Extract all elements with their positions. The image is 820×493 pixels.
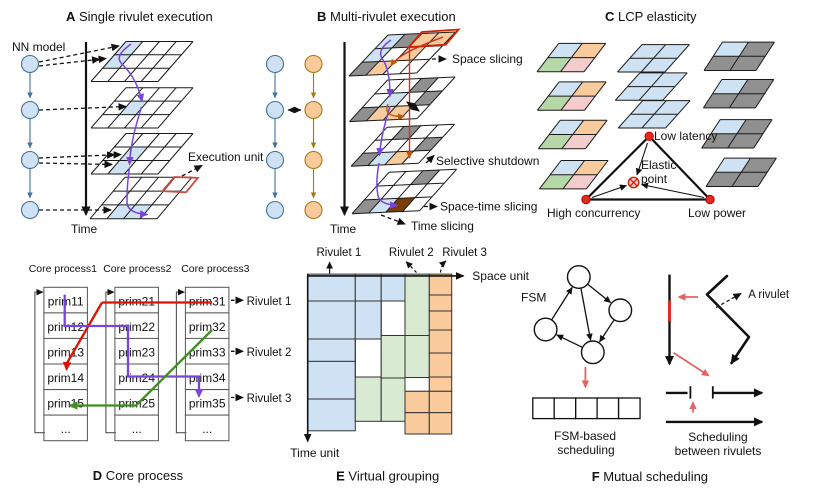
svg-text:Low power: Low power (688, 206, 746, 220)
svg-text:prim15: prim15 (47, 397, 84, 411)
svg-text:prim32: prim32 (189, 320, 226, 334)
svg-text:Time slicing: Time slicing (411, 219, 474, 233)
svg-text:C LCP elasticity: C LCP elasticity (605, 9, 697, 24)
svg-text:Time: Time (330, 222, 357, 236)
svg-text:point: point (641, 172, 668, 186)
svg-text:Core process3: Core process3 (181, 263, 249, 275)
svg-text:...: ... (202, 422, 212, 436)
svg-text:...: ... (61, 422, 71, 436)
svg-text:FSM: FSM (521, 291, 546, 305)
svg-text:NN model: NN model (12, 40, 65, 54)
svg-text:E Virtual grouping: E Virtual grouping (336, 469, 439, 484)
svg-text:Elastic: Elastic (641, 158, 676, 172)
svg-text:B Multi-rivulet execution: B Multi-rivulet execution (317, 9, 456, 24)
svg-text:FSM-based: FSM-based (554, 429, 616, 443)
svg-text:prim24: prim24 (118, 371, 155, 385)
svg-text:Time: Time (71, 222, 98, 236)
svg-text:prim34: prim34 (189, 371, 226, 385)
svg-text:prim33: prim33 (189, 345, 226, 359)
svg-text:Rivulet 2: Rivulet 2 (247, 347, 292, 359)
svg-text:Selective shutdown: Selective shutdown (436, 154, 539, 168)
svg-text:Rivulet 2: Rivulet 2 (389, 247, 434, 259)
svg-text:High concurrency: High concurrency (547, 206, 640, 220)
svg-text:scheduling: scheduling (557, 443, 614, 457)
svg-text:Space unit: Space unit (472, 269, 529, 283)
svg-text:between rivulets: between rivulets (675, 444, 762, 458)
svg-text:A rivulet: A rivulet (748, 289, 790, 301)
svg-text:prim23: prim23 (118, 345, 155, 359)
svg-text:prim21: prim21 (118, 294, 155, 308)
svg-text:F Mutual scheduling: F Mutual scheduling (592, 469, 708, 484)
svg-text:Space slicing: Space slicing (452, 52, 523, 66)
svg-text:...: ... (132, 422, 142, 436)
svg-text:D Core process: D Core process (93, 468, 184, 483)
svg-text:Core process1: Core process1 (29, 263, 97, 275)
svg-text:Rivulet 1: Rivulet 1 (247, 296, 292, 308)
svg-text:prim14: prim14 (47, 371, 84, 385)
svg-text:A Single rivulet execution: A Single rivulet execution (66, 9, 213, 24)
svg-text:Core process2: Core process2 (103, 263, 171, 275)
svg-text:Rivulet 3: Rivulet 3 (247, 393, 292, 405)
svg-text:prim13: prim13 (47, 345, 84, 359)
svg-text:Low latency: Low latency (654, 129, 717, 143)
svg-text:Scheduling: Scheduling (688, 430, 747, 444)
svg-text:prim31: prim31 (189, 294, 226, 308)
svg-text:prim35: prim35 (189, 397, 226, 411)
svg-text:Rivulet 3: Rivulet 3 (442, 247, 487, 259)
svg-text:Space-time slicing: Space-time slicing (440, 200, 537, 214)
svg-text:Rivulet 1: Rivulet 1 (317, 247, 362, 259)
svg-text:prim11: prim11 (48, 294, 84, 308)
svg-text:Execution unit: Execution unit (188, 150, 264, 164)
svg-text:Time unit: Time unit (290, 446, 340, 460)
